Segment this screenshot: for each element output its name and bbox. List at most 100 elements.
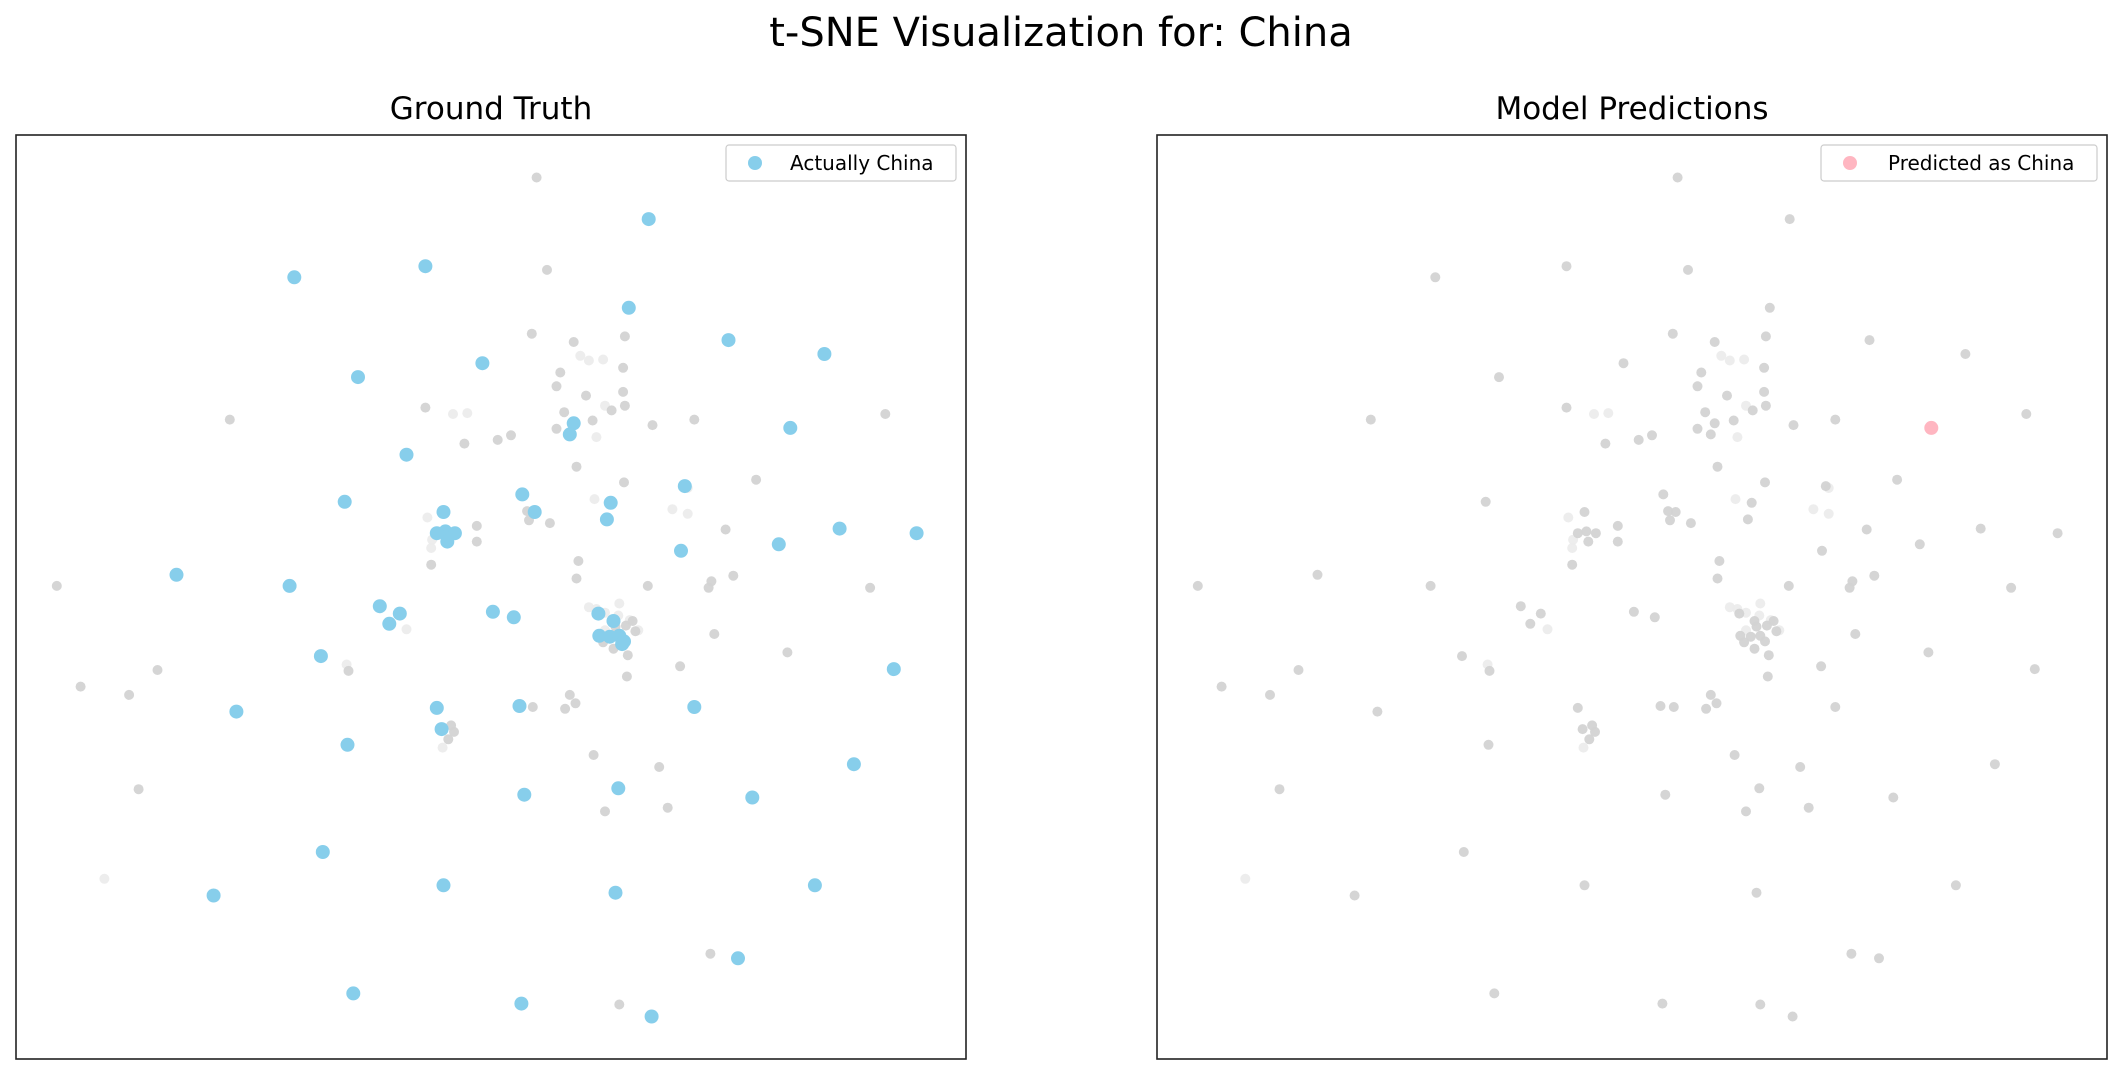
model-predictions-legend: Predicted as China: [1820, 144, 2098, 182]
background-point: [1696, 367, 1707, 378]
background-point: [1600, 438, 1611, 449]
background-point: [1745, 631, 1756, 642]
background-point: [1658, 489, 1669, 500]
background-point: [682, 508, 693, 519]
background-point: [492, 434, 503, 445]
highlight-point: [514, 996, 529, 1011]
model-predictions-legend-box: [1820, 144, 2098, 182]
background-point: [1515, 601, 1526, 612]
background-point: [1657, 998, 1668, 1009]
background-point: [1724, 355, 1735, 366]
background-point: [1830, 702, 1841, 712]
model-predictions-title: Model Predictions: [1495, 91, 1768, 127]
background-point: [622, 650, 633, 661]
background-point: [1561, 261, 1572, 272]
highlight-point: [169, 567, 184, 582]
background-point: [627, 616, 638, 626]
background-point: [526, 328, 537, 339]
background-point: [542, 264, 552, 275]
background-point: [1709, 418, 1720, 429]
highlight-point: [399, 447, 414, 462]
background-point: [614, 598, 625, 609]
background-point: [1649, 612, 1660, 623]
highlight-point: [418, 259, 433, 274]
background-point: [1665, 515, 1675, 526]
highlight-point: [608, 885, 623, 900]
background-point: [555, 367, 566, 378]
background-point: [618, 386, 629, 397]
background-point: [1692, 423, 1703, 434]
background-point: [1844, 582, 1855, 593]
background-point: [782, 647, 793, 658]
background-point: [571, 573, 582, 584]
background-point: [720, 524, 731, 535]
background-point: [654, 762, 665, 772]
background-point: [1716, 350, 1727, 361]
background-point: [583, 355, 594, 366]
background-point: [1579, 880, 1590, 891]
background-point: [459, 438, 470, 449]
background-point: [1746, 497, 1757, 508]
background-point: [1759, 362, 1770, 373]
highlight-point: [434, 722, 449, 737]
highlight-point: [517, 787, 532, 802]
background-point: [642, 580, 653, 591]
highlight-point: [644, 1009, 659, 1024]
background-point: [1711, 698, 1722, 709]
background-point: [647, 420, 658, 431]
background-point: [1755, 598, 1766, 609]
background-point: [1739, 637, 1750, 648]
background-point: [224, 414, 235, 425]
highlight-point: [562, 427, 577, 442]
background-point: [1732, 432, 1743, 443]
background-point: [1795, 762, 1806, 772]
background-point: [1612, 536, 1623, 547]
background-point: [1788, 420, 1799, 431]
background-point: [1989, 759, 2000, 770]
background-point: [1430, 272, 1441, 283]
highlight-point: [783, 420, 798, 435]
background-point: [1759, 386, 1770, 397]
highlight-point: [832, 521, 847, 536]
highlight-point: [721, 333, 736, 348]
background-point: [600, 806, 610, 817]
highlight-point: [436, 878, 451, 893]
highlight-point: [687, 700, 702, 714]
highlight-point: [340, 737, 355, 752]
background-point: [343, 665, 354, 676]
background-point: [401, 624, 412, 635]
background-point: [1755, 999, 1766, 1010]
highlight-point: [392, 606, 407, 621]
background-point: [619, 331, 630, 342]
background-point: [570, 698, 581, 709]
background-point: [1817, 545, 1827, 556]
background-point: [1655, 701, 1666, 711]
background-point: [1874, 953, 1884, 964]
background-point: [420, 402, 431, 413]
highlight-point: [351, 370, 365, 385]
background-point: [1583, 536, 1594, 547]
background-point: [1869, 570, 1880, 581]
highlight-point: [527, 505, 542, 519]
ground-truth-points: [51, 172, 924, 1024]
background-point: [1803, 802, 1814, 813]
background-point: [422, 512, 433, 523]
background-point: [1628, 606, 1639, 617]
background-point: [606, 405, 617, 416]
highlight-point: [429, 526, 444, 541]
background-point: [426, 543, 437, 553]
background-point: [51, 580, 62, 591]
background-point: [667, 504, 678, 515]
background-point: [1584, 734, 1595, 745]
background-point: [551, 423, 562, 434]
background-point: [1701, 703, 1712, 714]
background-point: [133, 784, 144, 795]
highlight-point: [282, 578, 297, 593]
background-point: [865, 582, 876, 593]
background-point: [1670, 507, 1681, 517]
background-point: [1668, 702, 1679, 712]
highlight-point: [1924, 420, 1939, 435]
background-point: [1589, 409, 1599, 419]
background-point: [1861, 524, 1872, 535]
